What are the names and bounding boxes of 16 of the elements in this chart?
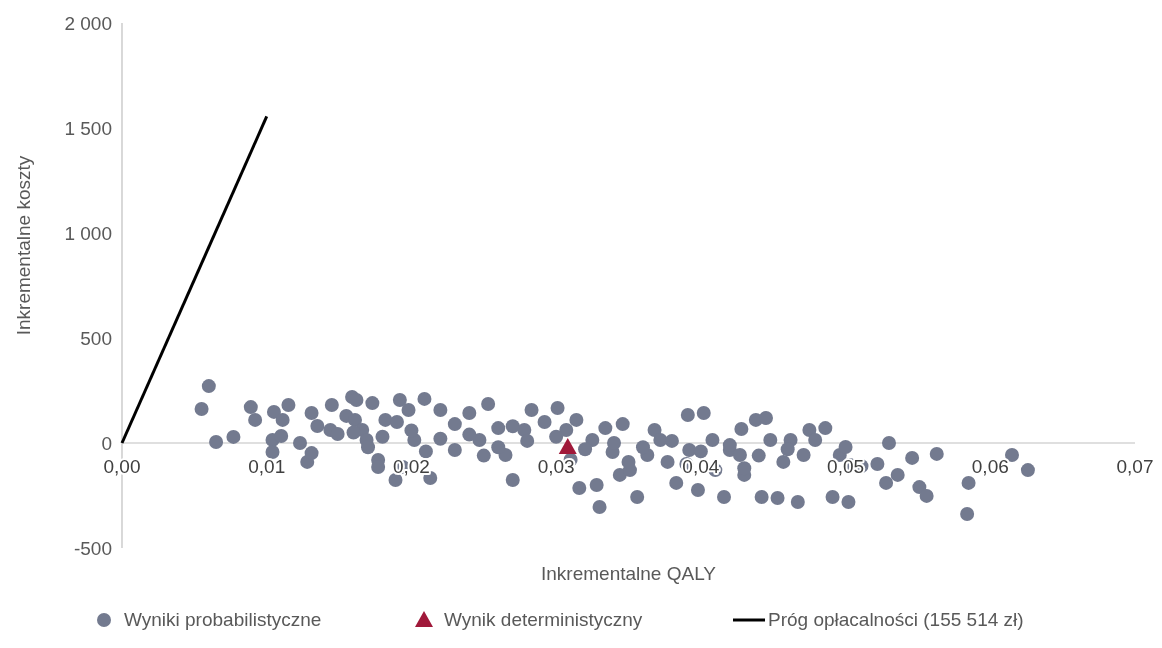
y-tick-label: 500 — [80, 327, 112, 349]
legend-label: Wynik deterministyczny — [444, 609, 643, 630]
legend-label: Próg opłacalności (155 514 zł) — [768, 609, 1024, 630]
y-axis-title: Inkrementalne koszty — [13, 155, 34, 336]
x-tick-label: 0,00 — [103, 456, 141, 477]
x-tick-label: 0,01 — [248, 456, 286, 477]
y-tick-label: 0 — [101, 432, 112, 454]
x-tick-label: 0,06 — [971, 456, 1009, 477]
legend-label: Wyniki probabilistyczne — [124, 609, 322, 630]
y-tick-label: 2 000 — [64, 12, 112, 34]
x-tick-label: 0,03 — [537, 456, 575, 477]
y-tick-label: 1 500 — [64, 117, 112, 139]
x-tick-label: 0,07 — [1116, 456, 1154, 477]
y-tick-label: -500 — [73, 537, 112, 559]
y-tick-label: 1 000 — [64, 222, 112, 244]
x-axis-title: Inkrementalne QALY — [541, 563, 717, 584]
